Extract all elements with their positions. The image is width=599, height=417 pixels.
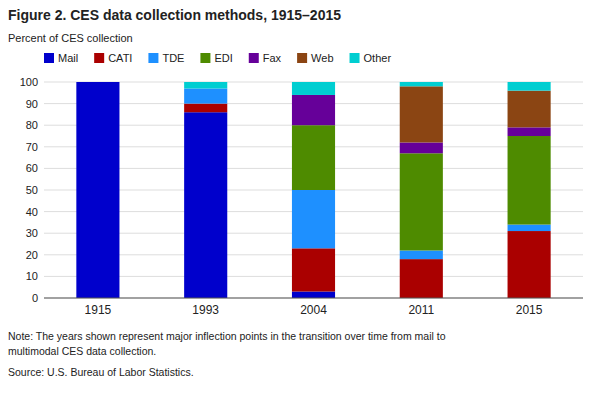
bar-segment <box>184 104 227 113</box>
bar-segment <box>508 225 551 231</box>
bar-segment <box>292 82 335 95</box>
legend-swatch <box>350 53 360 63</box>
bar-segment <box>292 95 335 125</box>
y-tick-label: 50 <box>26 184 38 196</box>
legend: Mail CATI TDE EDI Fax Web Other <box>44 52 391 64</box>
y-tick-label: 10 <box>26 270 38 282</box>
y-tick-label: 70 <box>26 141 38 153</box>
legend-swatch <box>148 53 158 63</box>
y-tick-label: 60 <box>26 162 38 174</box>
bar-segment <box>184 88 227 103</box>
bar-segment <box>508 231 551 298</box>
legend-swatch <box>200 53 210 63</box>
bars <box>76 82 550 298</box>
bar-segment <box>292 248 335 291</box>
y-tick-label: 30 <box>26 227 38 239</box>
legend-swatch <box>44 53 54 63</box>
legend-label: CATI <box>108 52 132 64</box>
bar-segment <box>184 112 227 298</box>
annotation: Source: U.S. Bureau of Labor Statistics. <box>8 366 194 378</box>
y-tick-label: 100 <box>20 76 38 88</box>
legend-swatch <box>94 53 104 63</box>
bar-segment <box>292 292 335 298</box>
grid-line <box>44 298 583 299</box>
bar-segment <box>292 125 335 190</box>
y-tick-label: 0 <box>32 292 38 304</box>
bar-segment <box>184 82 227 88</box>
legend-swatch <box>297 53 307 63</box>
legend-label: Mail <box>58 52 78 64</box>
legend-item: Web <box>297 52 333 64</box>
legend-label: TDE <box>162 52 184 64</box>
bar-segment <box>400 142 443 153</box>
bar-segment <box>76 82 119 83</box>
bar-segment <box>76 82 119 83</box>
legend-swatch <box>249 53 259 63</box>
bar-segment <box>292 190 335 248</box>
legend-label: EDI <box>214 52 232 64</box>
legend-item: TDE <box>148 52 184 64</box>
legend-item: Mail <box>44 52 78 64</box>
grid <box>44 82 583 298</box>
y-tick-label: 80 <box>26 119 38 131</box>
title: Figure 2. CES data collection methods, 1… <box>8 7 341 23</box>
legend-label: Web <box>311 52 333 64</box>
legend-item: Other <box>350 52 392 64</box>
bar-segment <box>76 82 119 83</box>
y-tick-label: 20 <box>26 249 38 261</box>
bar-segment <box>508 91 551 128</box>
annotation: multimodal CES data collection. <box>8 345 156 357</box>
bar-segment <box>508 127 551 136</box>
bar-segment <box>76 82 119 83</box>
x-tick-label: 2004 <box>300 303 327 317</box>
x-tick-label: 2015 <box>516 303 543 317</box>
legend-label: Other <box>364 52 392 64</box>
bar-segment <box>76 82 119 83</box>
chart: Figure 2. CES data collection methods, 1… <box>0 0 599 417</box>
bar-segment <box>76 82 119 83</box>
x-axis-line <box>44 298 583 299</box>
bar-segment <box>400 259 443 298</box>
legend-item: EDI <box>200 52 232 64</box>
bar-segment <box>400 153 443 250</box>
x-tick-label: 1993 <box>192 303 219 317</box>
bar-segment <box>400 86 443 142</box>
bar-segment <box>400 250 443 259</box>
bar-segment <box>76 82 119 298</box>
y-axis-label: Percent of CES collection <box>8 32 133 44</box>
y-tick-label: 90 <box>26 98 38 110</box>
bar-segment <box>508 136 551 225</box>
bar-segment <box>508 82 551 91</box>
x-tick-label: 1915 <box>85 303 112 317</box>
bar-segment <box>400 82 443 86</box>
y-tick-label: 40 <box>26 206 38 218</box>
annotation: Note: The years shown represent major in… <box>8 330 446 342</box>
legend-label: Fax <box>263 52 282 64</box>
x-tick-label: 2011 <box>408 303 434 317</box>
legend-item: Fax <box>249 52 282 64</box>
legend-item: CATI <box>94 52 132 64</box>
